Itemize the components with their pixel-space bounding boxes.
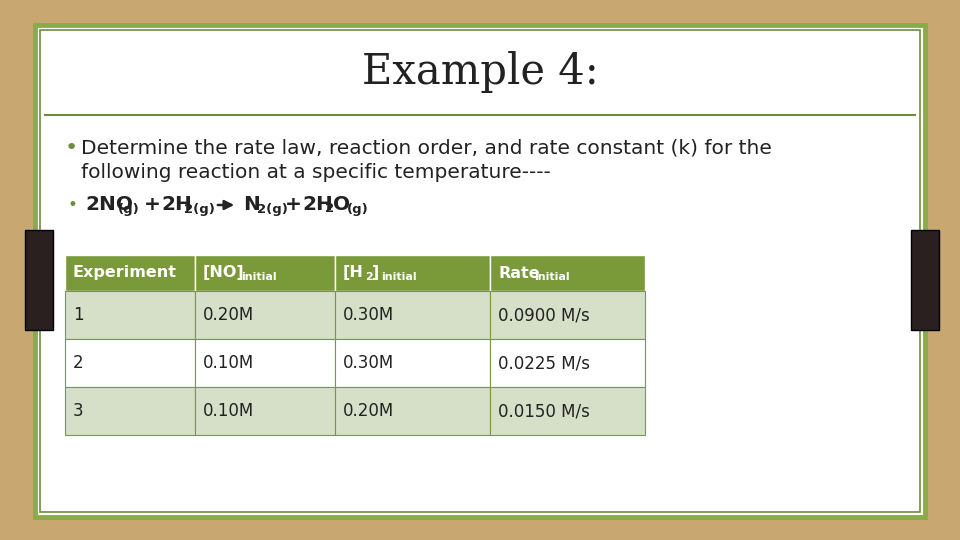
Text: 0.10M: 0.10M: [203, 354, 254, 372]
Text: Determine the rate law, reaction order, and rate constant (k) for the: Determine the rate law, reaction order, …: [81, 138, 772, 158]
Text: Experiment: Experiment: [73, 266, 177, 280]
Text: (g): (g): [347, 202, 369, 215]
Text: following reaction at a specific temperature----: following reaction at a specific tempera…: [81, 164, 551, 183]
FancyBboxPatch shape: [335, 339, 490, 387]
FancyBboxPatch shape: [65, 387, 195, 435]
Text: 0.0900 M/s: 0.0900 M/s: [498, 306, 589, 324]
Text: 0.30M: 0.30M: [343, 354, 395, 372]
Text: 0.0150 M/s: 0.0150 M/s: [498, 402, 589, 420]
Text: ]: ]: [372, 266, 379, 280]
FancyBboxPatch shape: [490, 255, 645, 291]
FancyBboxPatch shape: [65, 255, 195, 291]
Text: O: O: [333, 195, 350, 214]
Text: 2H: 2H: [302, 195, 333, 214]
Text: 0.0225 M/s: 0.0225 M/s: [498, 354, 590, 372]
Text: (g): (g): [118, 202, 140, 215]
Text: [NO]: [NO]: [203, 266, 245, 280]
Text: 0.30M: 0.30M: [343, 306, 395, 324]
Text: 2: 2: [325, 202, 334, 215]
Text: +: +: [144, 195, 161, 214]
FancyBboxPatch shape: [25, 230, 53, 330]
Text: initial: initial: [534, 272, 569, 282]
FancyBboxPatch shape: [335, 291, 490, 339]
FancyBboxPatch shape: [335, 387, 490, 435]
Text: Example 4:: Example 4:: [362, 51, 598, 93]
FancyBboxPatch shape: [65, 291, 195, 339]
Text: 2NO: 2NO: [85, 195, 133, 214]
FancyBboxPatch shape: [195, 339, 335, 387]
FancyBboxPatch shape: [65, 339, 195, 387]
Text: Rate: Rate: [498, 266, 540, 280]
FancyBboxPatch shape: [490, 291, 645, 339]
Text: 0.20M: 0.20M: [203, 306, 254, 324]
Text: initial: initial: [381, 272, 417, 282]
FancyBboxPatch shape: [490, 387, 645, 435]
Text: 0.20M: 0.20M: [343, 402, 395, 420]
FancyBboxPatch shape: [911, 230, 939, 330]
Text: initial: initial: [241, 272, 276, 282]
Text: 0.10M: 0.10M: [203, 402, 254, 420]
Text: 2(g): 2(g): [257, 202, 288, 215]
FancyBboxPatch shape: [195, 387, 335, 435]
Text: 2: 2: [365, 272, 372, 282]
FancyBboxPatch shape: [35, 25, 925, 517]
FancyBboxPatch shape: [335, 255, 490, 291]
Text: 2(g): 2(g): [184, 202, 215, 215]
Text: N: N: [243, 195, 260, 214]
FancyBboxPatch shape: [195, 255, 335, 291]
Text: 2H: 2H: [161, 195, 192, 214]
Text: +: +: [285, 195, 301, 214]
Text: 3: 3: [73, 402, 84, 420]
Text: •: •: [65, 138, 79, 158]
Text: 2: 2: [73, 354, 84, 372]
FancyBboxPatch shape: [195, 291, 335, 339]
FancyBboxPatch shape: [490, 339, 645, 387]
Text: 1: 1: [73, 306, 84, 324]
Text: [H: [H: [343, 266, 364, 280]
Text: •: •: [67, 196, 77, 214]
